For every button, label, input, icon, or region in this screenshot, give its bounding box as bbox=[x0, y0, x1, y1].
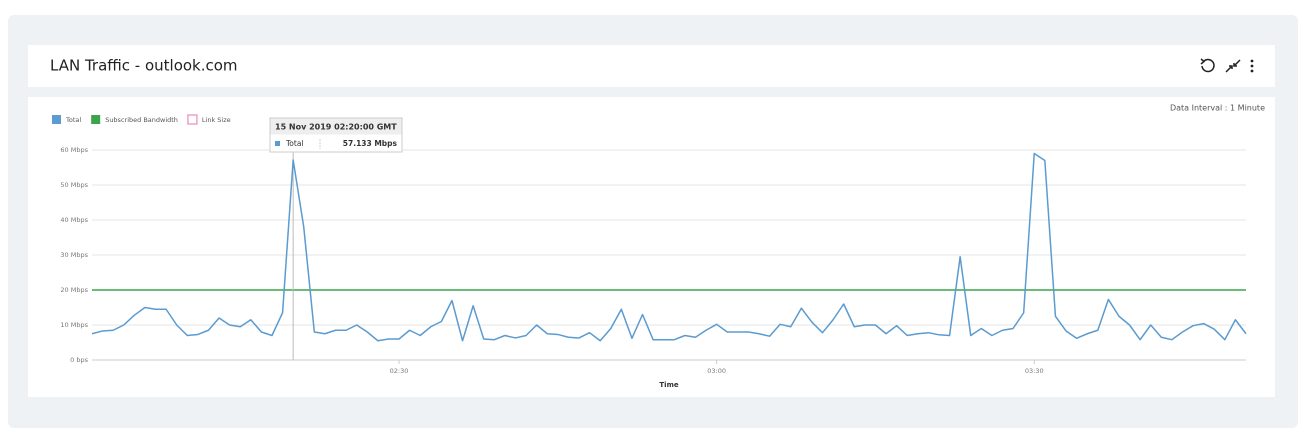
y-tick-label: 50 Mbps bbox=[60, 181, 88, 189]
menu-icon[interactable] bbox=[1250, 59, 1254, 73]
tooltip: 15 Nov 2019 02:20:00 GMT Total 57.133 Mbps bbox=[269, 117, 403, 153]
tooltip-header-bg bbox=[270, 118, 402, 135]
y-tick-label: 40 Mbps bbox=[60, 216, 88, 224]
legend-swatch bbox=[52, 115, 61, 124]
widget-title: LAN Traffic - outlook.com bbox=[50, 57, 238, 75]
collapse-icon[interactable] bbox=[1225, 59, 1241, 73]
legend-label: Total bbox=[65, 116, 81, 124]
series-line bbox=[91, 152, 1247, 342]
x-tick-label: 03:30 bbox=[1025, 367, 1044, 375]
y-tick-label: 30 Mbps bbox=[60, 251, 88, 259]
legend-swatch bbox=[91, 115, 101, 124]
chart-area bbox=[28, 97, 1275, 397]
tooltip-swatch bbox=[275, 141, 280, 146]
y-tick-label: 10 Mbps bbox=[60, 321, 88, 329]
legend-label: Link Size bbox=[202, 116, 231, 124]
data-interval: Data Interval : 1 Minute bbox=[1170, 104, 1265, 113]
tooltip-series: Total bbox=[285, 139, 304, 148]
y-tick-label: 20 Mbps bbox=[60, 286, 88, 294]
tooltip-value: 57.133 Mbps bbox=[343, 139, 398, 148]
refresh-icon[interactable] bbox=[1200, 58, 1215, 73]
tooltip-title: 15 Nov 2019 02:20:00 GMT bbox=[275, 123, 397, 132]
y-tick-label: 60 Mbps bbox=[60, 146, 88, 154]
x-tick-label: 03:00 bbox=[707, 367, 726, 375]
x-tick-label: 02:30 bbox=[390, 367, 409, 375]
legend-label: Subscribed Bandwidth bbox=[105, 116, 178, 124]
y-tick-label: 0 bps bbox=[70, 356, 88, 364]
x-axis-label: Time bbox=[659, 381, 678, 389]
legend-swatch bbox=[187, 114, 198, 125]
widget-header bbox=[28, 45, 1275, 87]
